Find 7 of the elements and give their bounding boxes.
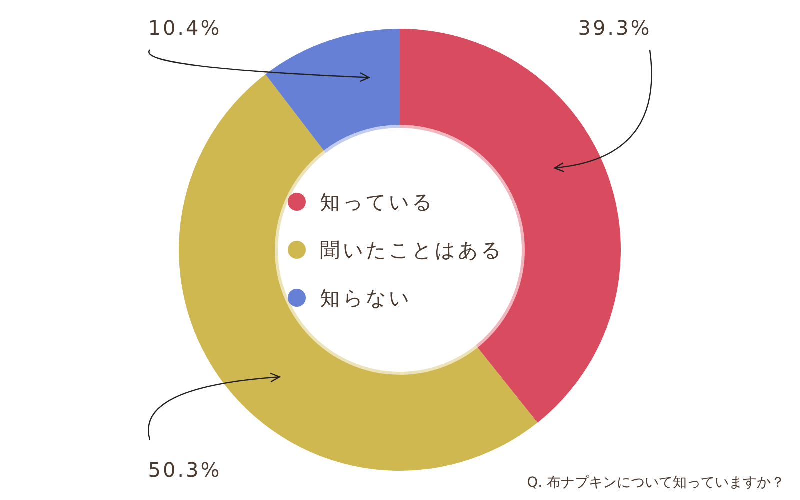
text: Q. 布ナプキンについて知っていますか？ bbox=[527, 475, 785, 491]
legend-label: 聞いたことはある bbox=[320, 238, 504, 262]
legend-label: 知らない bbox=[320, 286, 412, 310]
data-label: 50.3% bbox=[148, 458, 222, 482]
data-label: 10.4% bbox=[148, 16, 222, 40]
data-label: 39.3% bbox=[578, 16, 652, 40]
legend-label: 知っている bbox=[320, 190, 435, 214]
